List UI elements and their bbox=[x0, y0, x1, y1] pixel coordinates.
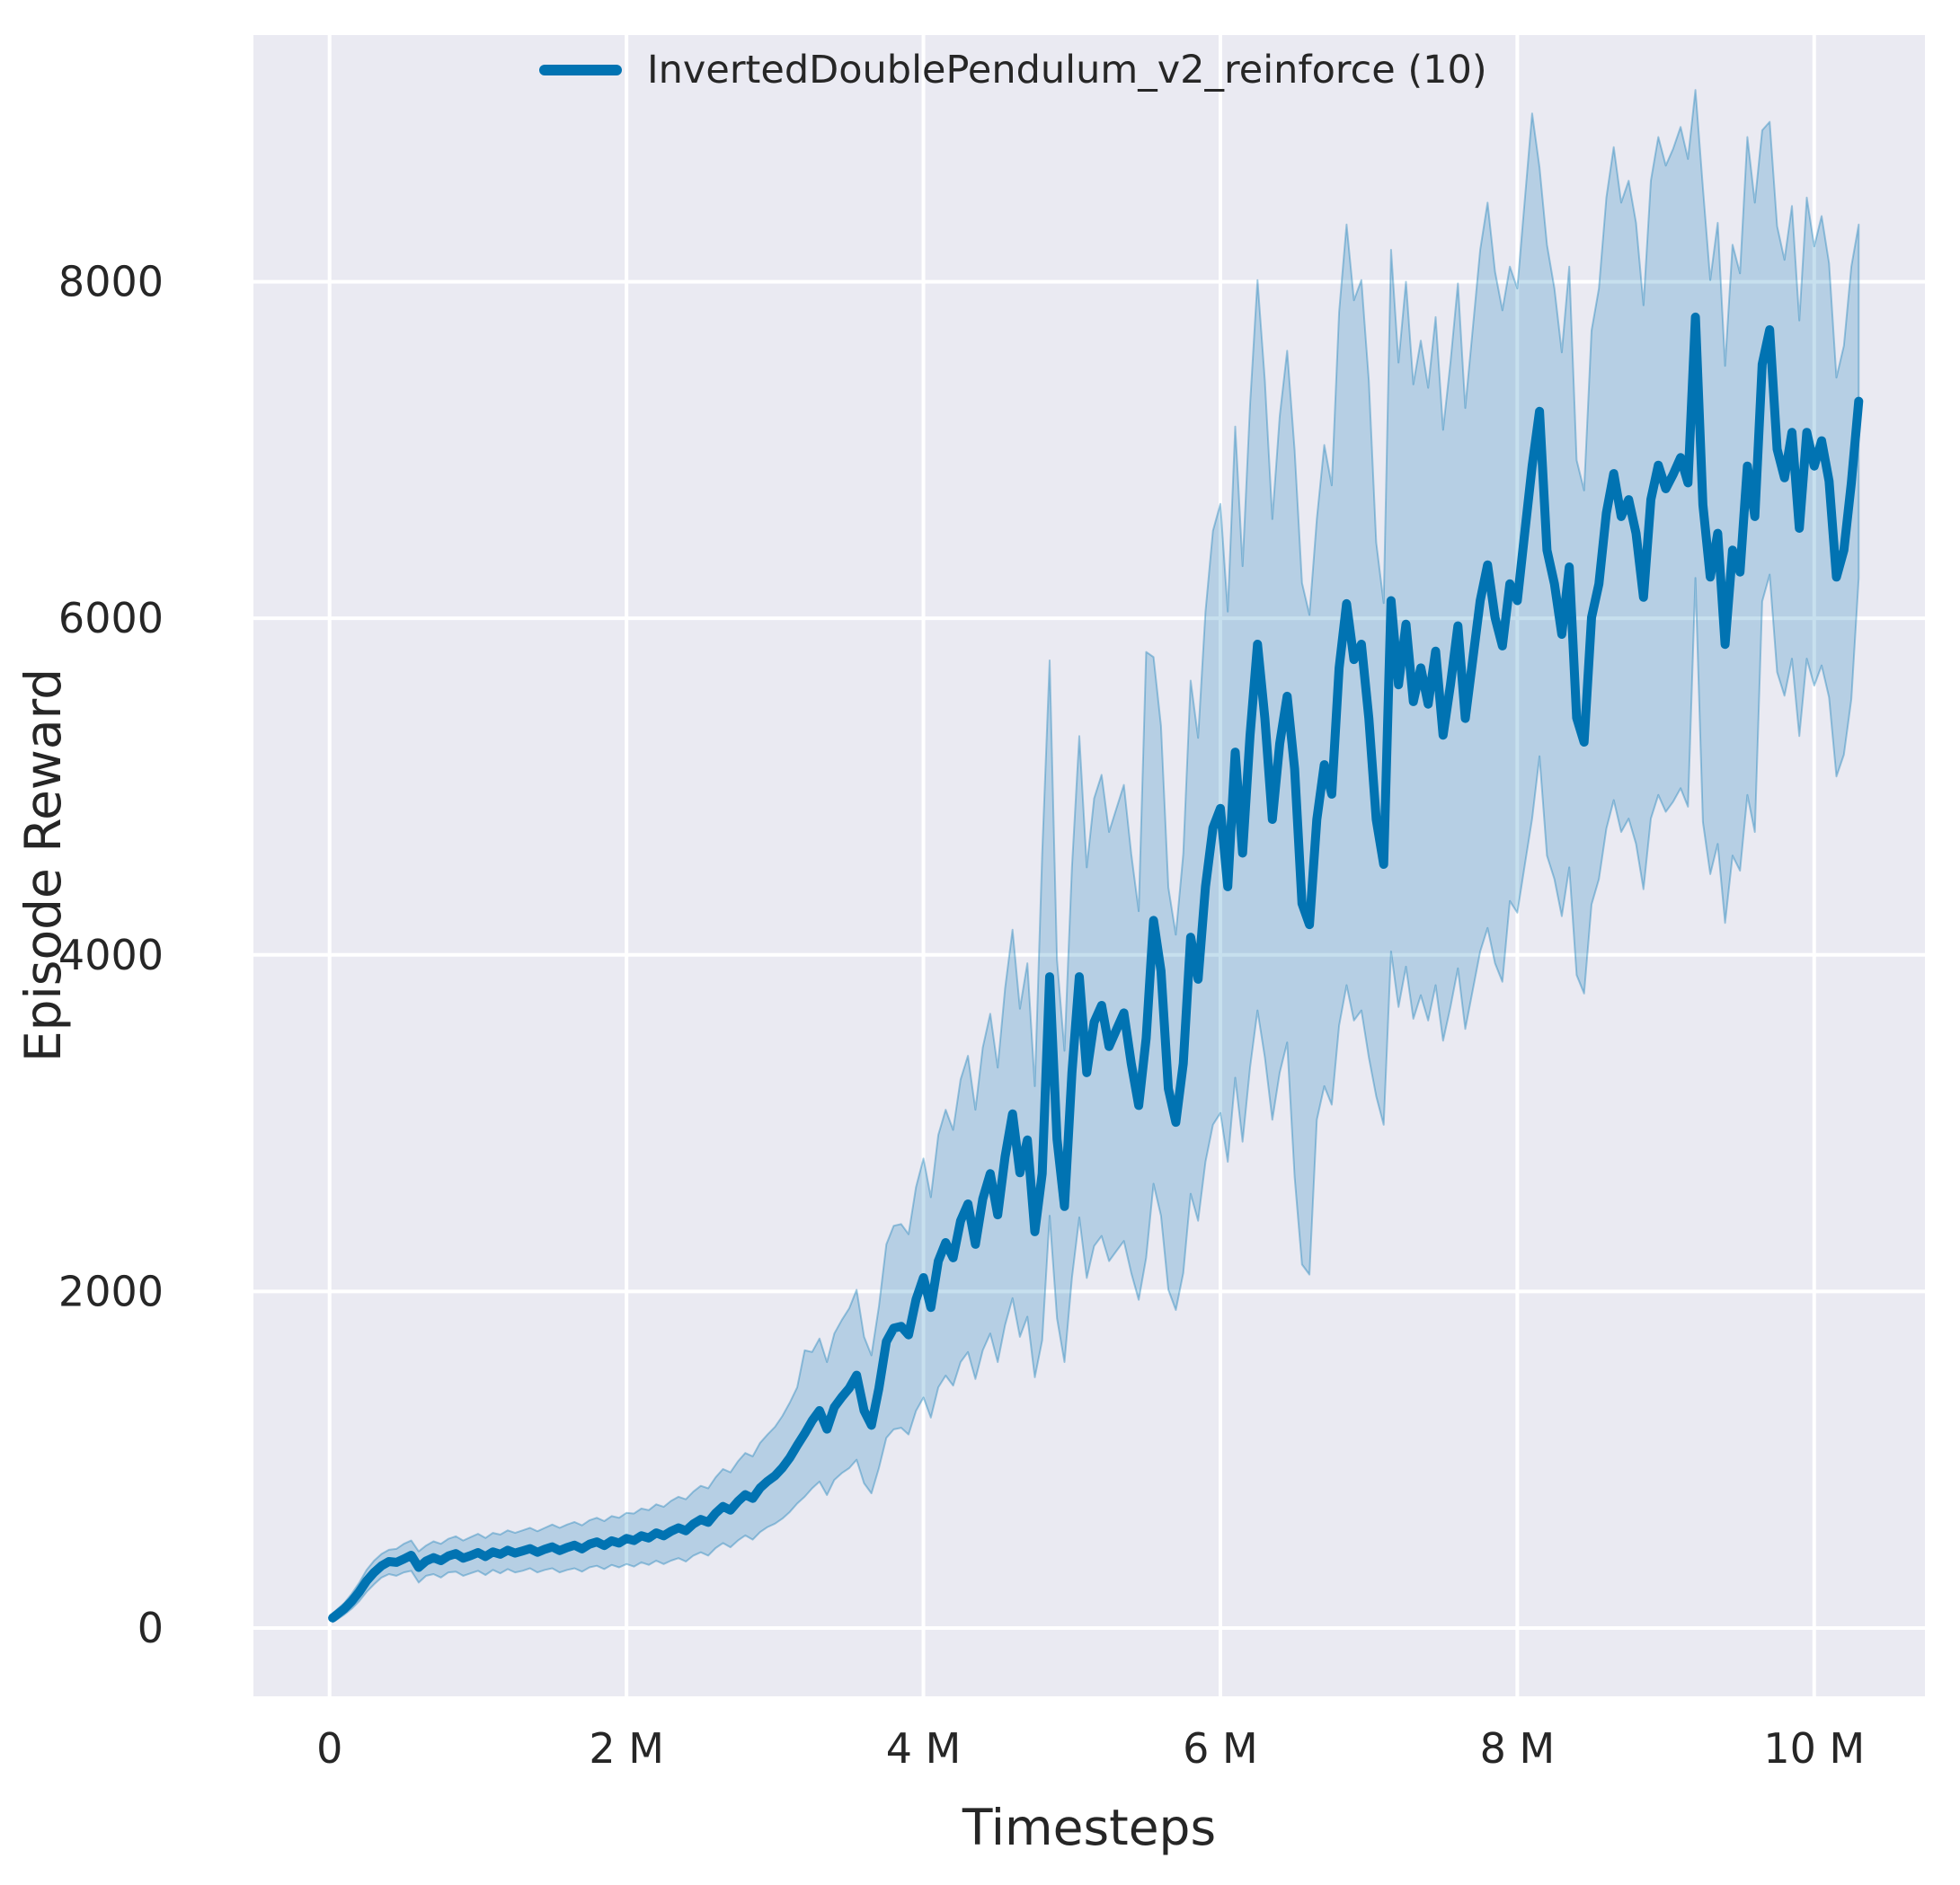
mean-line bbox=[328, 312, 1864, 1623]
x-tick-label: 6 M bbox=[1183, 1724, 1258, 1773]
x-tick-label: 0 bbox=[316, 1724, 342, 1773]
x-axis-label: Timesteps bbox=[962, 1799, 1217, 1856]
legend-label: InvertedDoublePendulum_v2_reinforce (10) bbox=[647, 48, 1487, 93]
y-tick-label: 8000 bbox=[58, 258, 164, 306]
y-tick-label: 0 bbox=[137, 1604, 164, 1652]
y-tick-label: 2000 bbox=[58, 1267, 164, 1315]
x-tick-label: 2 M bbox=[589, 1724, 664, 1773]
x-tick-label: 10 M bbox=[1763, 1724, 1865, 1773]
std-band bbox=[332, 89, 1860, 1624]
x-tick-label: 4 M bbox=[886, 1724, 962, 1773]
plot-area bbox=[253, 35, 1925, 1696]
y-axis-label: Episode Reward bbox=[14, 668, 72, 1063]
y-tick-label: 6000 bbox=[58, 594, 164, 642]
legend-line-sample bbox=[539, 65, 622, 75]
x-tick-label: 8 M bbox=[1480, 1724, 1556, 1773]
legend: InvertedDoublePendulum_v2_reinforce (10) bbox=[539, 43, 1487, 97]
y-tick-label: 4000 bbox=[58, 931, 164, 979]
